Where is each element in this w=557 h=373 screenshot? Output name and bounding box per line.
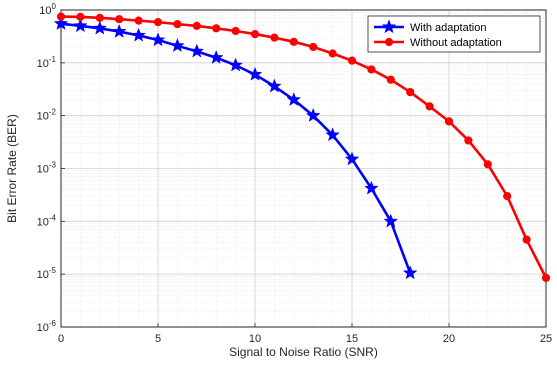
- x-tick-label: 25: [540, 333, 552, 345]
- data-point: [131, 27, 146, 42]
- x-axis: 0 5 10 15 20 25: [58, 323, 552, 345]
- data-point: [402, 265, 418, 280]
- series-2: [56, 12, 551, 282]
- legend: With adaptation Without adaptation: [367, 15, 541, 53]
- data-point: [383, 213, 399, 228]
- data-point: [95, 13, 104, 22]
- y-tick-label: 10-4: [37, 213, 57, 228]
- data-point: [231, 26, 240, 36]
- data-point: [92, 20, 108, 35]
- series-line: [60, 15, 548, 279]
- data-point: [170, 38, 185, 53]
- data-point: [328, 49, 337, 58]
- data-point: [150, 32, 166, 47]
- x-tick-label: 5: [155, 333, 161, 345]
- data-point: [208, 49, 224, 64]
- data-point: [270, 33, 279, 42]
- y-tick-label: 10-2: [37, 108, 57, 123]
- data-point: [153, 18, 163, 27]
- data-point: [53, 16, 69, 30]
- x-tick-label: 0: [58, 333, 64, 345]
- x-tick-label: 20: [443, 333, 455, 345]
- data-point: [267, 78, 282, 93]
- series-1: [53, 16, 418, 280]
- data-point: [286, 92, 302, 107]
- data-point: [250, 29, 260, 39]
- data-point: [503, 192, 512, 201]
- legend-entry: With adaptation: [374, 19, 486, 34]
- legend-marker: [381, 19, 397, 34]
- x-tick-label: 15: [346, 333, 358, 345]
- data-point: [189, 43, 205, 58]
- data-point: [367, 65, 376, 74]
- data-point: [344, 151, 360, 166]
- data-point: [325, 127, 340, 142]
- data-point: [247, 66, 263, 81]
- data-point: [115, 15, 124, 24]
- y-tick-label: 10-6: [37, 319, 57, 334]
- x-tick-label: 10: [249, 333, 261, 345]
- y-tick-label: 100: [39, 2, 56, 17]
- legend-box: [367, 15, 541, 53]
- y-axis: 100 10-1 10-2 10-3 10-4 10-5 10-6: [37, 2, 65, 334]
- data-point: [228, 57, 243, 72]
- legend-marker: [384, 37, 394, 47]
- legend-label: Without adaptation: [410, 37, 502, 49]
- data-point: [73, 18, 88, 33]
- data-point: [111, 23, 127, 38]
- y-tick-label: 10-3: [37, 161, 57, 176]
- data-point: [483, 160, 492, 169]
- data-point: [425, 102, 434, 111]
- data-point: [134, 16, 143, 25]
- y-tick-label: 10-1: [37, 55, 57, 70]
- data-point: [76, 12, 85, 22]
- data-point: [305, 107, 321, 122]
- data-point: [289, 37, 298, 46]
- x-axis-label: Signal to Noise Ratio (SNR): [229, 345, 378, 359]
- data-point: [541, 273, 551, 282]
- legend-entry: Without adaptation: [374, 37, 502, 49]
- data-point: [347, 56, 357, 65]
- data-point: [173, 20, 182, 29]
- data-point: [444, 117, 454, 126]
- data-point: [522, 235, 531, 244]
- data-point: [406, 87, 415, 97]
- data-point: [464, 136, 473, 145]
- legend-label: With adaptation: [410, 22, 486, 34]
- data-point: [192, 21, 201, 31]
- series: [53, 12, 551, 282]
- data-point: [364, 180, 379, 195]
- data-point: [212, 24, 221, 33]
- y-tick-label: 10-5: [37, 266, 57, 281]
- y-axis-label: Bit Error Rate (BER): [5, 114, 19, 223]
- data-point: [386, 75, 395, 84]
- data-point: [309, 42, 318, 52]
- data-point: [56, 12, 66, 21]
- grid: [60, 9, 547, 328]
